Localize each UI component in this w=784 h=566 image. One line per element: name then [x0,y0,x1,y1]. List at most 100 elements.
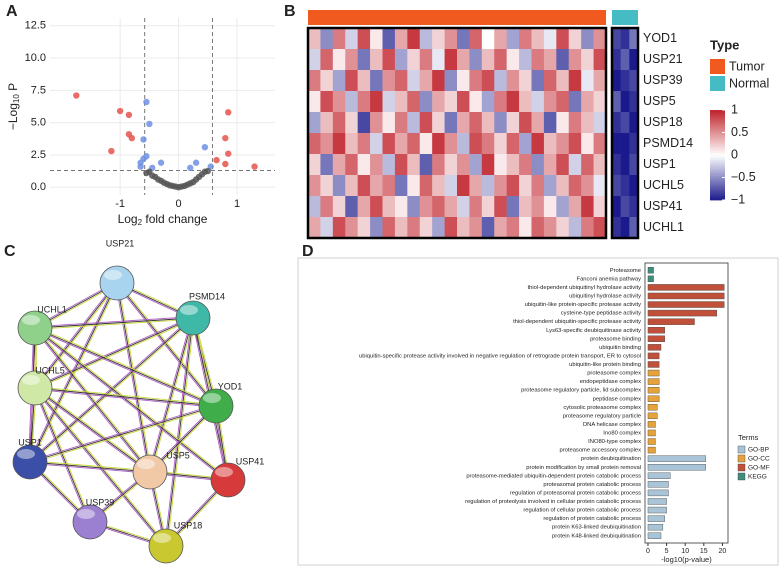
annotation-bar [308,10,606,25]
legend-title: Type [710,37,739,52]
edge [33,388,150,474]
plot-area [644,262,729,544]
heatmap-cell [519,175,532,197]
heatmap-cell [612,196,621,218]
edge [150,318,195,473]
legend-label: Tumor [729,59,765,73]
heatmap-cell [370,112,383,134]
y-tick-label: Proteasome [610,268,641,274]
edge [34,327,229,481]
heatmap-cell [581,196,594,218]
heatmap-cell [444,154,458,176]
node-shine [22,315,40,325]
legend-swatch [710,59,725,74]
edge [33,281,117,388]
bar [647,429,656,437]
y-tick-label: ubiquitin-specific protease activity inv… [359,353,641,359]
heatmap-cell [357,196,371,218]
heatmap-cell [419,217,433,239]
node-label: UCHL1 [37,304,67,314]
y-tick-label: proteasome regulatory particle, lid subc… [521,388,641,394]
edge [33,328,228,482]
heatmap-cell [357,91,371,113]
heatmap-cell [629,175,639,197]
point [143,169,150,177]
node [210,462,246,498]
heatmap-cell [332,91,346,113]
heatmap-cell [568,70,582,92]
heatmap-cell [519,49,532,71]
edge [35,318,194,390]
legend-label: GO-CC [748,456,770,463]
point [201,143,209,151]
heatmap-cell [519,28,532,50]
heatmap-cell [357,28,371,50]
heatmap-cell [432,175,445,197]
heatmap-cell [481,91,495,113]
heatmap-cell [332,28,346,50]
heatmap-cell [407,217,421,239]
x-axis-label-sub: 2 [138,218,143,227]
heatmap-cell [568,133,582,155]
edge [33,388,90,523]
heatmap-cell [494,112,507,134]
point [116,107,124,115]
heatmap-cell [494,175,507,197]
heatmap-cell [593,28,607,50]
bar [647,421,656,428]
edge [34,327,151,473]
heatmap-cell [407,70,421,92]
y-tick-label: Ino80 complex [603,431,641,437]
bar [647,515,665,522]
heatmap-cell [581,49,594,71]
bar [647,506,667,514]
colorbar-step [710,125,725,129]
heatmap-cell [308,28,321,50]
point [73,92,80,99]
heatmap-cell [620,49,630,71]
heatmap-cell [531,112,545,134]
heatmap-cell [481,217,495,239]
heatmap-cell [332,196,346,218]
colorbar-step [710,128,725,131]
bar [647,352,660,360]
heatmap-cell [457,28,470,50]
heatmap-cell [370,133,383,155]
row-label: USP18 [643,115,683,129]
heatmap-cell [432,49,445,71]
heatmap-cell [469,91,483,113]
point [225,150,232,157]
edge [34,317,194,389]
heatmap-cell [581,217,594,239]
heatmap-cell [629,91,639,113]
heatmap-cell [506,49,520,71]
colorbar-step [710,166,725,169]
heatmap-cell [494,70,507,92]
heatmap-cell [568,49,582,71]
colorbar-step [710,188,725,192]
y-tick-label: protein K63-linked deubiquitination [552,525,641,531]
heatmap-cell [370,49,383,71]
node-label: USP39 [86,497,115,507]
heatmap-cell [382,28,396,50]
panel-label: C [4,243,16,260]
node-shine [137,459,155,469]
row-label: USP1 [643,157,676,171]
heatmap-cell [519,154,532,176]
heatmap-cell [469,196,483,218]
edge [117,281,218,406]
colorbar-label: −1 [731,192,745,206]
panel-label: A [6,3,18,20]
y-tick-label: 7.5 [31,84,46,96]
heatmap-cell [394,196,408,218]
heatmap-cell [370,217,383,239]
heatmap-cell [506,28,520,50]
colorbar-label: 0 [731,147,738,161]
heatmap-cell [543,217,557,239]
heatmap-cell [481,49,495,71]
heatmap-cell [506,217,520,239]
heatmap-cell [629,154,639,176]
x-axis-label-part: Log [118,212,138,226]
point [128,134,136,142]
heatmap-cell [593,217,607,239]
